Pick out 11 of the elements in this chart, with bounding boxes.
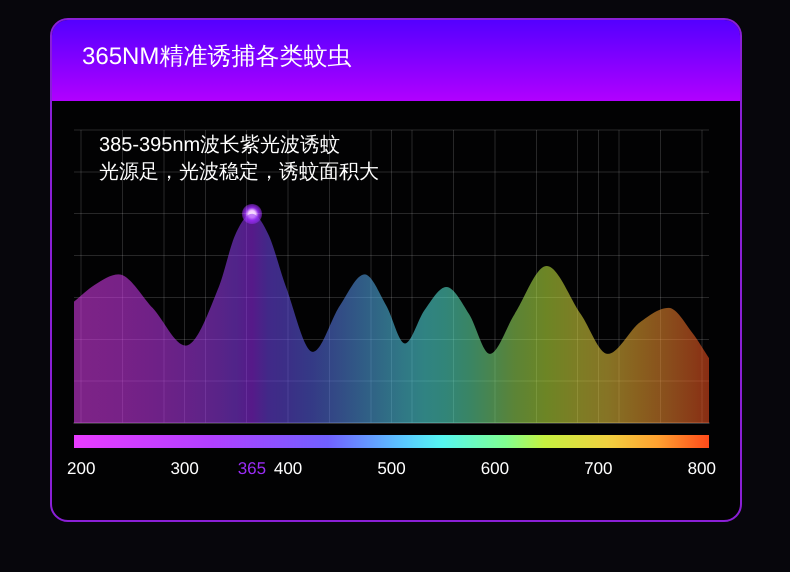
x-tick-label: 700 <box>584 458 613 478</box>
x-tick-label: 400 <box>274 458 302 478</box>
x-tick-label: 300 <box>170 458 199 478</box>
x-tick-label: 500 <box>377 458 406 478</box>
chart-title: 365NM精准诱捕各类蚊虫 <box>82 42 352 72</box>
x-tick-label: 800 <box>688 458 716 478</box>
chart-subtitle: 385-395nm波长紫光波诱蚊 <box>99 133 340 158</box>
x-tick-label: 200 <box>67 458 96 478</box>
x-tick-label: 600 <box>480 458 510 478</box>
text: 光源足，光波稳定，诱蚊面积大 <box>99 160 379 185</box>
x-tick-label: 365 <box>238 458 266 478</box>
